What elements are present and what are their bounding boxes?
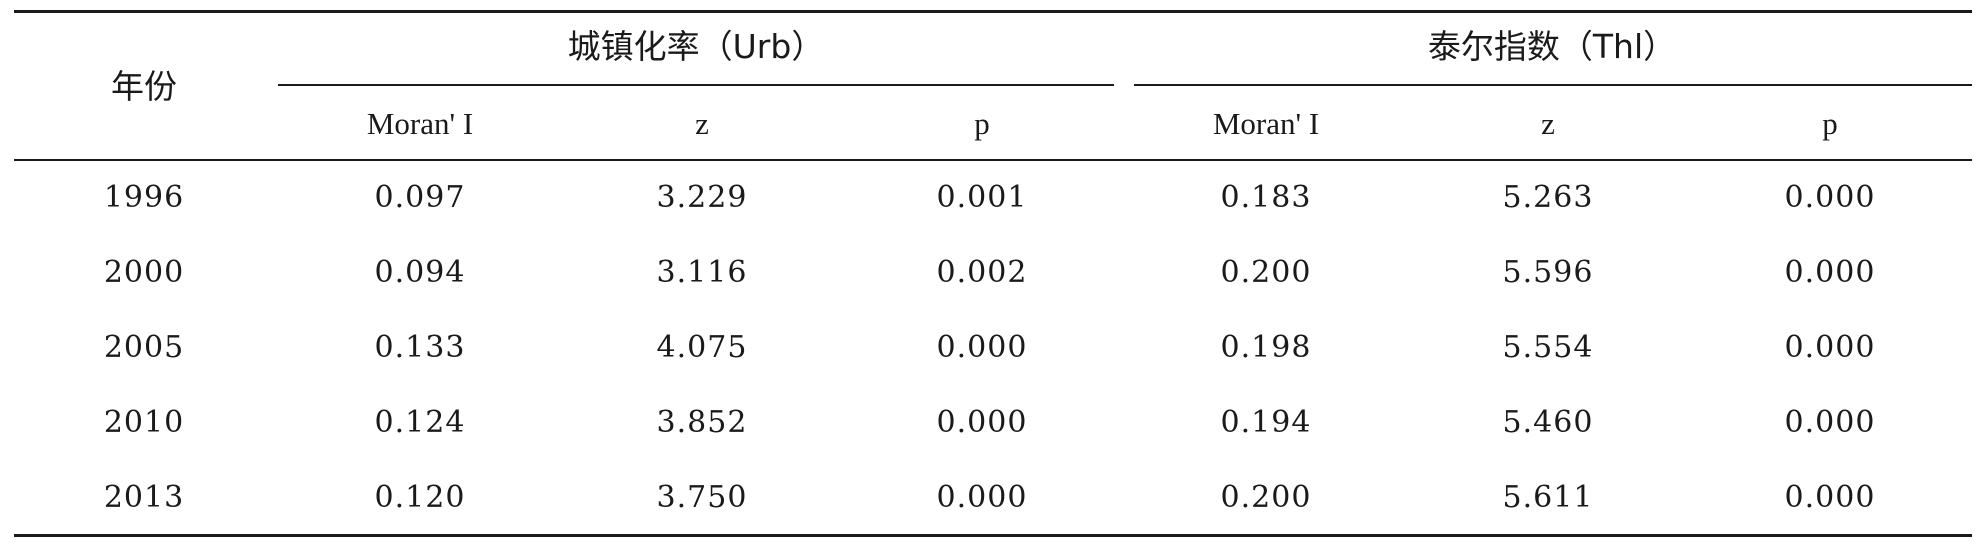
group-header-thl: 泰尔指数（Thl） xyxy=(1427,27,1677,66)
table-cell: 4.075 xyxy=(656,330,748,365)
table-row-year: 2000 xyxy=(103,255,185,290)
table-cell: 0.000 xyxy=(936,480,1028,515)
table-cell: 0.124 xyxy=(374,405,466,440)
table-cell: 0.094 xyxy=(374,255,466,290)
table-cell: 0.133 xyxy=(374,330,466,365)
group-header-urb: 城镇化率（Urb） xyxy=(567,27,825,66)
subheader-urb-z: z xyxy=(695,106,709,141)
subheader-thl-z: z xyxy=(1541,106,1555,141)
table-cell: 3.116 xyxy=(656,255,748,290)
table-cell: 0.200 xyxy=(1220,480,1312,515)
table-cell: 0.183 xyxy=(1220,180,1312,215)
table-cell: 5.460 xyxy=(1502,405,1594,440)
table-cell: 5.554 xyxy=(1502,330,1594,365)
bottom-rule xyxy=(14,534,1972,537)
table-cell: 5.596 xyxy=(1502,255,1594,290)
subheader-thl-moran: Moran' I xyxy=(1212,106,1320,141)
table-cell: 0.198 xyxy=(1220,330,1312,365)
table-cell: 0.194 xyxy=(1220,405,1312,440)
table-cell: 3.229 xyxy=(656,180,748,215)
table-cell: 0.000 xyxy=(1784,480,1876,515)
table-cell: 0.002 xyxy=(936,255,1028,290)
table-row-year: 2010 xyxy=(103,405,185,440)
subheader-thl-p: p xyxy=(1822,106,1838,141)
table-cell: 3.852 xyxy=(656,405,748,440)
top-rule xyxy=(14,10,1972,13)
year-header: 年份 xyxy=(111,67,177,106)
table-cell: 0.120 xyxy=(374,480,466,515)
table-cell: 5.263 xyxy=(1502,180,1594,215)
table-cell: 0.000 xyxy=(936,330,1028,365)
table-cell: 0.000 xyxy=(1784,405,1876,440)
subheader-urb-p: p xyxy=(974,106,990,141)
table-cell: 0.000 xyxy=(1784,180,1876,215)
group-rule-thl xyxy=(1134,84,1972,86)
table-row-year: 1996 xyxy=(103,180,185,215)
subheader-urb-moran: Moran' I xyxy=(366,106,474,141)
table-cell: 5.611 xyxy=(1502,480,1594,515)
table-row-year: 2005 xyxy=(103,330,185,365)
table-cell: 0.001 xyxy=(936,180,1028,215)
table-cell: 3.750 xyxy=(656,480,748,515)
table-cell: 0.097 xyxy=(374,180,466,215)
header-rule xyxy=(14,159,1972,161)
table-cell: 0.200 xyxy=(1220,255,1312,290)
table-cell: 0.000 xyxy=(1784,255,1876,290)
group-rule-urb xyxy=(278,84,1114,86)
table-row-year: 2013 xyxy=(103,480,185,515)
table-cell: 0.000 xyxy=(1784,330,1876,365)
table-cell: 0.000 xyxy=(936,405,1028,440)
